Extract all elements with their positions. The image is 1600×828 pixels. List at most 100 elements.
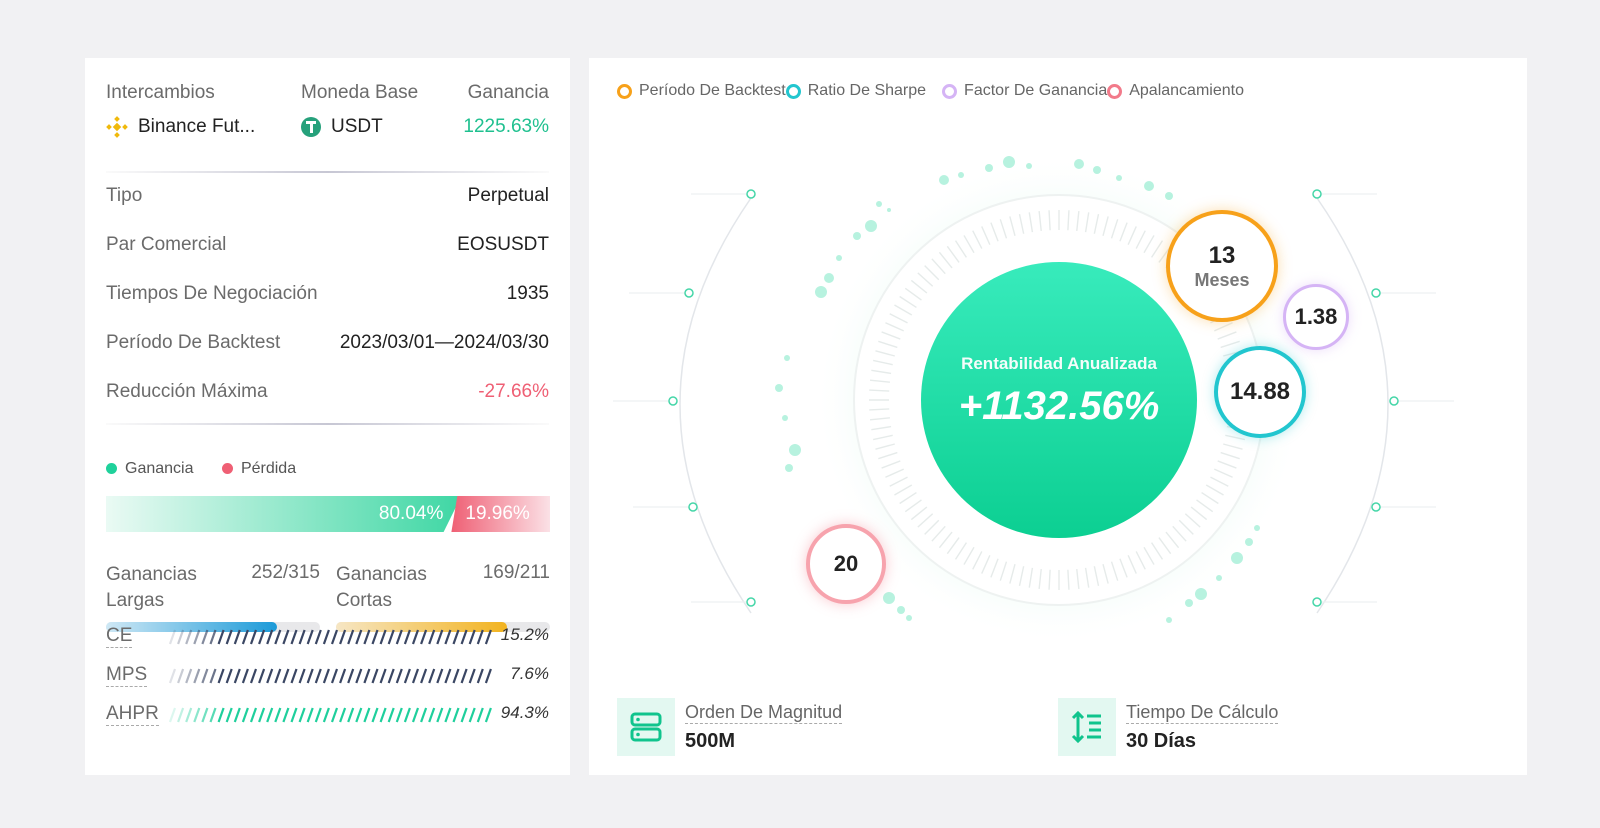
stripe-mark [363, 707, 371, 723]
orbit-node [746, 597, 756, 607]
stripe-mark [395, 629, 403, 645]
metric-key[interactable]: MPS [106, 664, 148, 687]
stripe-mark [339, 707, 347, 723]
stripe-mark [387, 629, 395, 645]
long-wins-label: Ganancias Largas [106, 564, 197, 611]
short-wins-label: Ganancias Cortas [336, 564, 427, 611]
stripe-mark [282, 707, 290, 723]
profit-column: Ganancia 1225.63% [463, 82, 549, 138]
stripe-mark [428, 668, 436, 684]
stripe-mark [209, 668, 217, 684]
stripe-mark [306, 629, 314, 645]
stripe-mark [436, 707, 444, 723]
stripe-mark [420, 707, 428, 723]
stripe-mark [168, 707, 177, 723]
metric-row: AHPR 94.3% [106, 703, 549, 727]
stripe-mark [484, 668, 492, 684]
metric-key[interactable]: AHPR [106, 703, 159, 726]
stripe-mark [322, 668, 330, 684]
exchange-name: Binance Fut... [138, 116, 256, 137]
stripe-mark [395, 668, 403, 684]
right-orbit-arc [1316, 197, 1389, 614]
legend-item[interactable]: Ratio De Sharpe [785, 82, 926, 100]
center-title: Rentabilidad Anualizada [961, 354, 1157, 373]
detail-value: Perpetual [467, 185, 549, 206]
summary-header: Intercambios Binance Fut... Moneda Base [106, 82, 549, 142]
stripe-mark [484, 707, 492, 723]
loss-dot-icon [221, 463, 233, 475]
detail-key: Reducción Máxima [106, 381, 268, 402]
win-legend-label: Ganancia [125, 460, 194, 477]
detail-row: Reducción Máxima -27.66% [106, 381, 549, 407]
stripe-mark [193, 707, 201, 723]
stripe-mark [249, 668, 258, 684]
stripe-mark [468, 629, 476, 645]
stripe-mark [468, 668, 476, 684]
legend-ring-icon [1107, 83, 1123, 99]
metric-key[interactable]: CE [106, 625, 133, 648]
detail-key: Período De Backtest [106, 332, 281, 353]
stripe-mark [379, 707, 387, 723]
stripe-mark [185, 707, 193, 723]
stripe-mark [355, 629, 363, 645]
stripe-mark [420, 629, 428, 645]
stripe-mark [177, 707, 185, 723]
legend-ring-icon [942, 83, 958, 99]
loss-segment: 19.96% [451, 496, 550, 532]
stripe-mark [452, 668, 460, 684]
legend-item[interactable]: Apalancamiento [1107, 82, 1244, 100]
stripe-mark [476, 629, 484, 645]
stripe-mark [241, 629, 249, 645]
profit-value: 1225.63% [463, 116, 549, 137]
stripe-mark [314, 668, 322, 684]
metric-stripe-bar [168, 629, 492, 645]
detail-row: Tipo Perpetual [106, 185, 549, 211]
metric-stripe-bar [168, 707, 492, 723]
stripe-mark [177, 668, 185, 684]
stripe-mark [411, 629, 420, 645]
stripe-mark [201, 707, 209, 723]
legend-item[interactable]: Factor De Ganancia [942, 82, 1107, 100]
stripe-mark [209, 629, 217, 645]
stripe-mark [476, 668, 484, 684]
long-wins: Ganancias Largas 252/315 [106, 562, 320, 632]
center-disc [921, 262, 1197, 538]
stripe-mark [339, 629, 347, 645]
profit-label: Ganancia [467, 82, 549, 103]
stripe-mark [468, 707, 476, 723]
stripe-mark [387, 668, 395, 684]
stripe-mark [347, 707, 355, 723]
stripe-mark [379, 668, 387, 684]
stripe-mark [282, 668, 290, 684]
stripe-mark [460, 668, 468, 684]
annualized-return-card: Período De Backtest Ratio De Sharpe Factor… [589, 58, 1527, 775]
stripe-mark [266, 668, 274, 684]
short-wins: Ganancias Cortas 169/211 [336, 562, 550, 632]
stripe-mark [371, 668, 379, 684]
stripe-mark [290, 629, 298, 645]
stripe-mark [379, 629, 387, 645]
stripe-mark [314, 707, 322, 723]
long-wins-track [106, 622, 320, 632]
stripe-mark [233, 707, 241, 723]
stripe-mark [306, 707, 314, 723]
stripe-mark [444, 668, 452, 684]
stripe-mark [428, 707, 436, 723]
stripe-mark [363, 668, 371, 684]
stripe-mark [452, 629, 460, 645]
legend-label: Apalancamiento [1129, 82, 1244, 99]
legend-item[interactable]: Período De Backtest [617, 82, 786, 100]
sort-height-icon [1058, 698, 1116, 756]
stripe-mark [306, 668, 314, 684]
detail-row: Tiempos De Negociación 1935 [106, 283, 549, 309]
stripe-mark [177, 629, 185, 645]
stripe-mark [298, 707, 306, 723]
orbit-node [668, 396, 678, 406]
usdt-icon [301, 117, 321, 137]
stripe-mark [403, 668, 411, 684]
calc-time-info: Tiempo De Cálculo 30 Días [1058, 698, 1279, 756]
stripe-mark [282, 629, 290, 645]
exchange-column: Intercambios Binance Fut... [106, 82, 255, 138]
metric-value: 94.3% [500, 703, 549, 722]
stripe-mark [209, 707, 217, 723]
